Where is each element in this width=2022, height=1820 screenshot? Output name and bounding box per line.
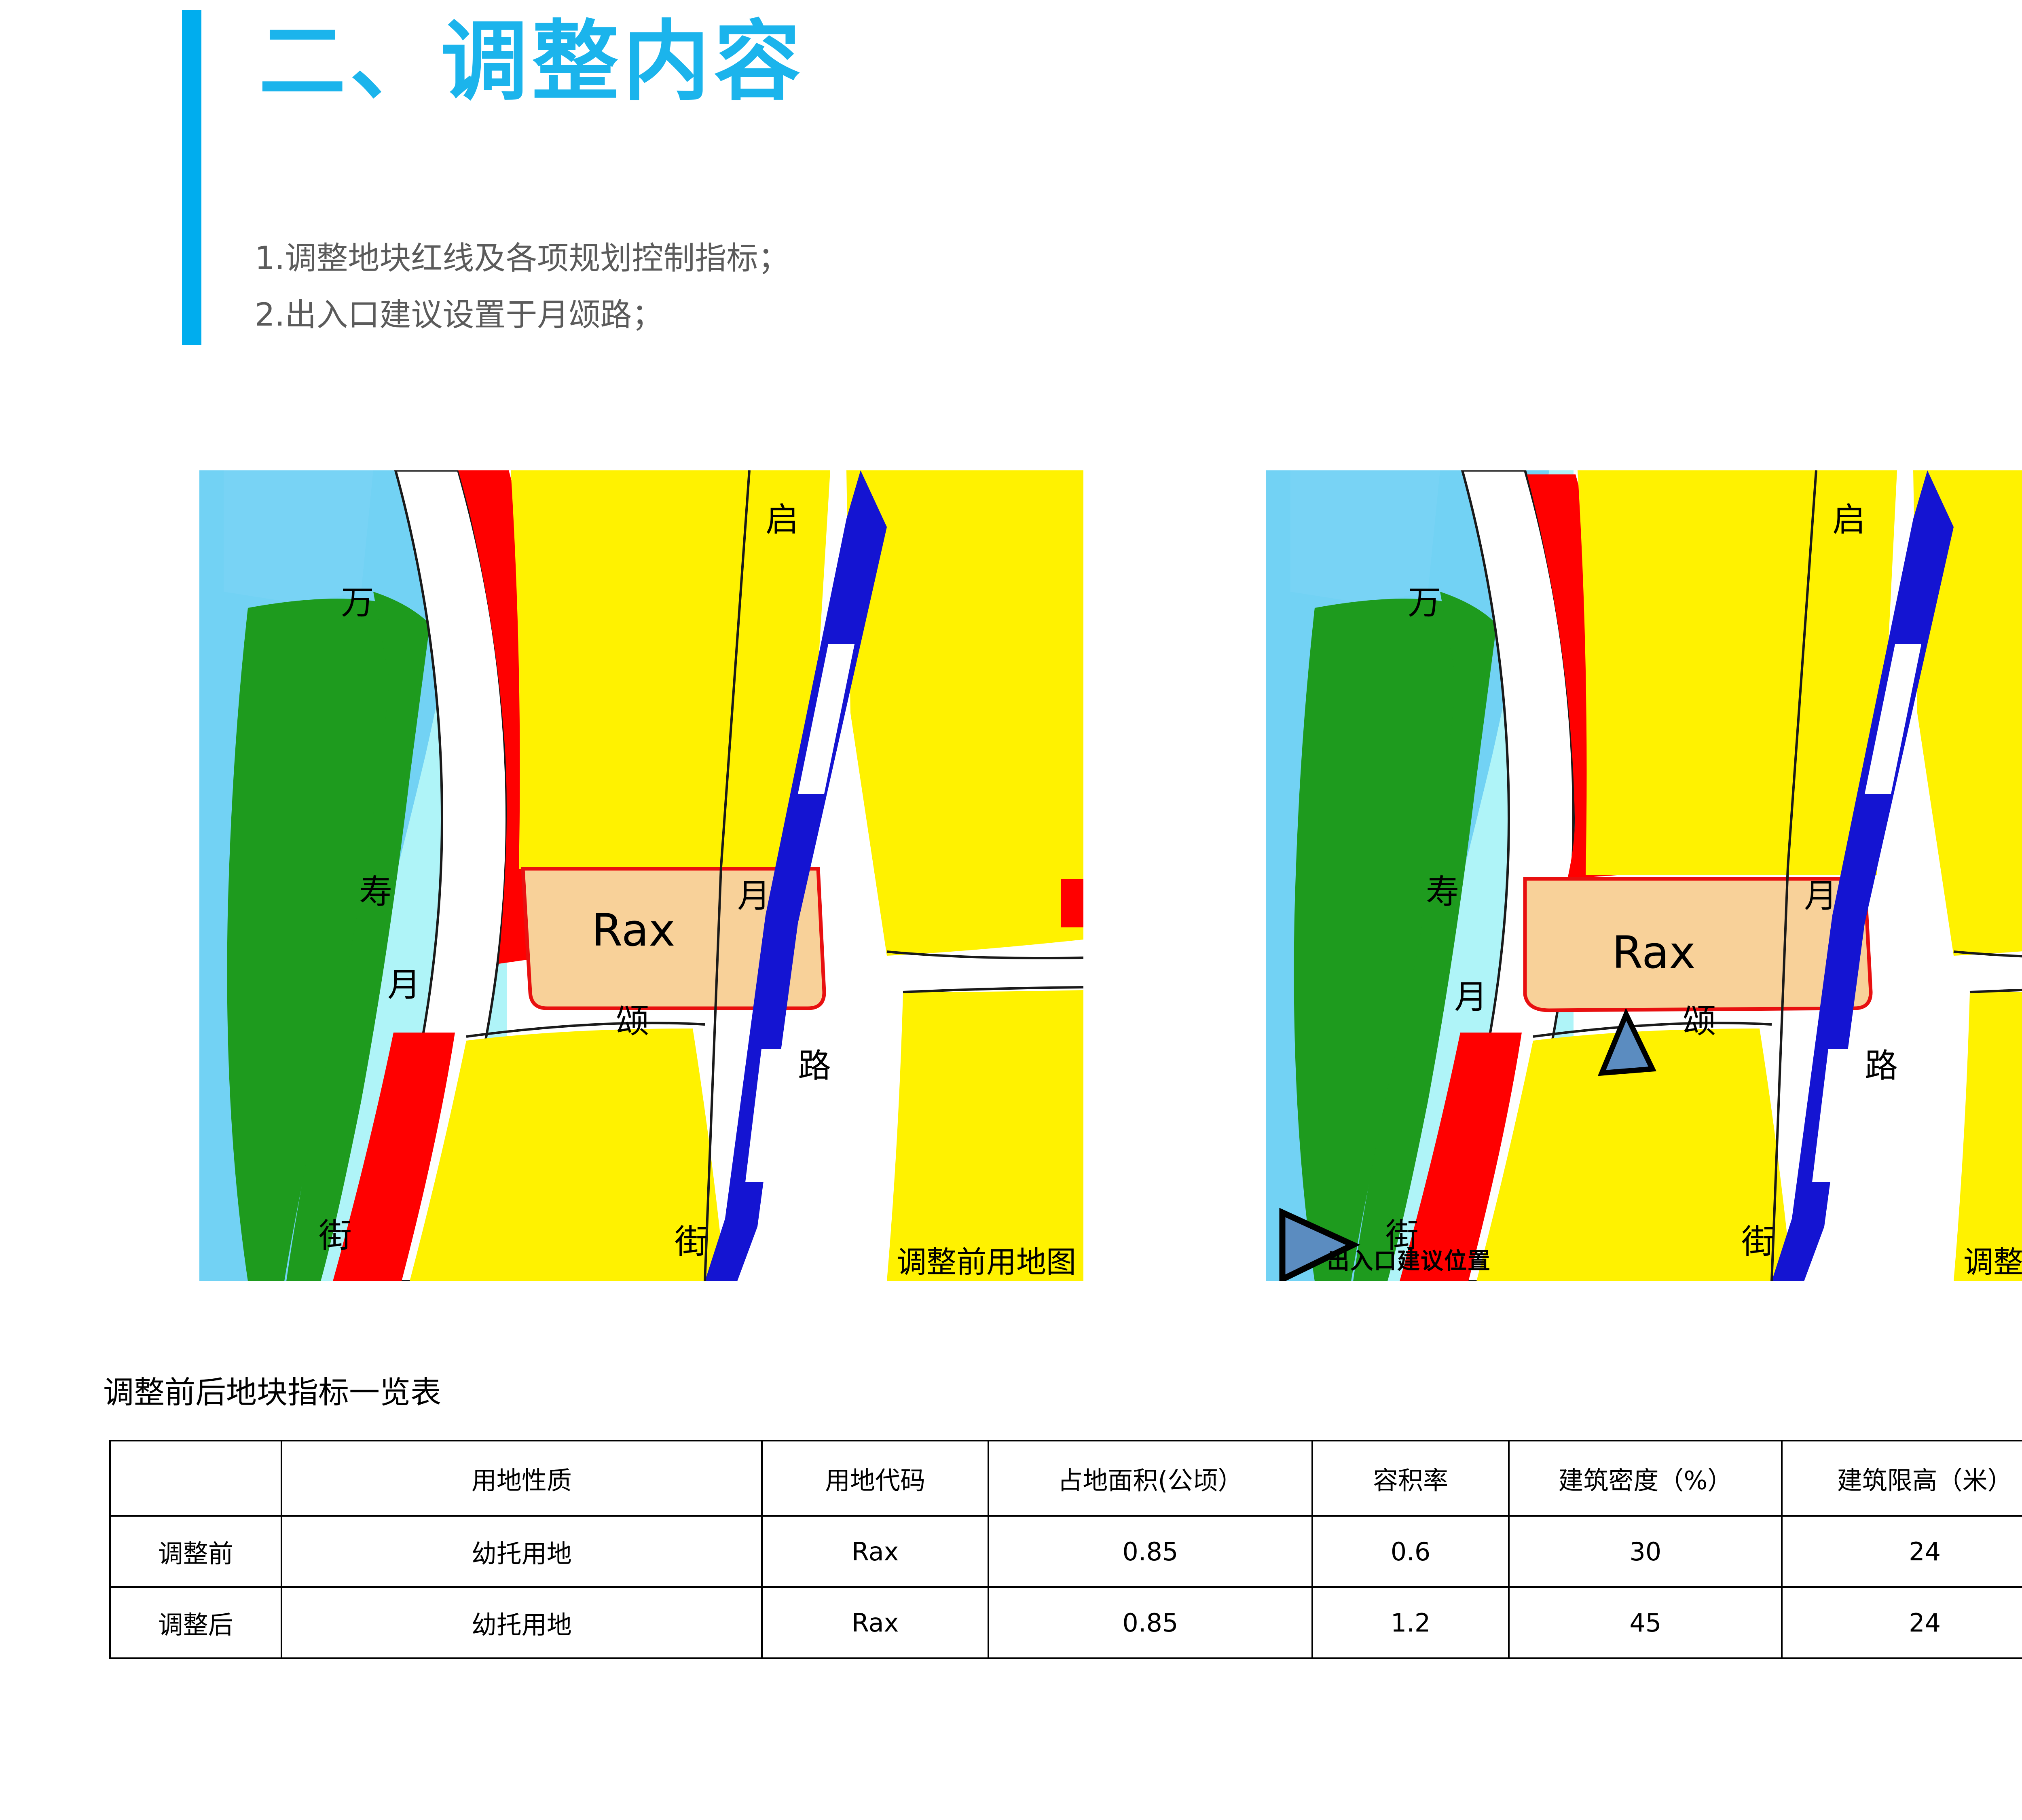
- th-blank: [109, 1440, 282, 1517]
- street-label-qi: 启: [766, 501, 799, 539]
- map-before-caption: 调整前用地图: [897, 1245, 1076, 1280]
- street-label-yue-right: 月: [1804, 877, 1837, 915]
- map-after-caption: 调整后用地图: [1963, 1245, 2022, 1280]
- th-land-nature: 用地性质: [280, 1440, 763, 1517]
- cell-height-after: 24: [1781, 1586, 2022, 1659]
- th-far: 容积率: [1311, 1440, 1510, 1517]
- subtitle-bullet-1: 1.调整地块红线及各项规划控制指标；: [255, 240, 790, 277]
- street-label-yue-right: 月: [737, 877, 770, 915]
- row-label-before: 调整前: [109, 1515, 282, 1588]
- subtitle-bullet-2: 2.出入口建议设置于月颂路；: [255, 297, 664, 333]
- street-label-lu: 路: [798, 1047, 831, 1085]
- table-row: 调整前 幼托用地 Rax 0.85 0.6 30 24 40: [109, 1515, 2022, 1588]
- street-label-lu: 路: [1865, 1047, 1898, 1085]
- cell-code-before: Rax: [761, 1515, 989, 1588]
- street-label-yue-left: 月: [387, 966, 421, 1004]
- land-use-map-before[interactable]: 万 寿 街 启 月 月 颂 路 街 Rax 调整前用地图: [199, 470, 1083, 1281]
- street-label-jie-left: 街: [319, 1217, 352, 1255]
- header-accent-bar: [182, 10, 201, 345]
- street-label-qi: 启: [1832, 501, 1865, 539]
- table-title: 调整前后地块指标一览表: [103, 1374, 441, 1410]
- entrance-legend-label: 出入口建议位置: [1327, 1248, 1491, 1274]
- cell-density-after: 45: [1508, 1586, 1783, 1659]
- indicator-table: 用地性质 用地代码 占地面积(公顷） 容积率 建筑密度（%） 建筑限高（米） 绿…: [109, 1440, 2022, 1659]
- cell-nature-after: 幼托用地: [280, 1586, 763, 1659]
- map-before-graphic: 万 寿 街 启 月 月 颂 路 街 Rax: [199, 470, 1083, 1281]
- page-title: 二、调整内容: [259, 11, 805, 112]
- street-label-song: 颂: [616, 1002, 649, 1041]
- th-site-area: 占地面积(公顷）: [988, 1440, 1313, 1517]
- table-row: 调整后 幼托用地 Rax 0.85 1.2 45 24 20: [109, 1586, 2022, 1659]
- table-header-row: 用地性质 用地代码 占地面积(公顷） 容积率 建筑密度（%） 建筑限高（米） 绿…: [109, 1440, 2022, 1517]
- street-label-jie-bottom: 街: [1741, 1223, 1775, 1261]
- th-building-density: 建筑密度（%）: [1508, 1440, 1783, 1517]
- th-land-code: 用地代码: [761, 1440, 989, 1517]
- street-label-wan: 万: [341, 584, 374, 622]
- cell-height-before: 24: [1781, 1515, 2022, 1588]
- table-body: 调整前 幼托用地 Rax 0.85 0.6 30 24 40 调整后 幼托用地 …: [109, 1515, 2022, 1659]
- parcel-label-rax: Rax: [1612, 927, 1696, 978]
- street-label-jie-left: 街: [1385, 1217, 1419, 1255]
- parcel-label-rax: Rax: [592, 904, 675, 956]
- cell-code-after: Rax: [761, 1586, 989, 1659]
- cell-nature-before: 幼托用地: [280, 1515, 763, 1588]
- street-label-shou: 寿: [1426, 873, 1459, 911]
- th-height-limit: 建筑限高（米）: [1781, 1440, 2022, 1517]
- street-label-jie-bottom: 街: [675, 1223, 708, 1261]
- entrance-marker-icon: [1597, 1008, 1656, 1076]
- cell-far-before: 0.6: [1311, 1515, 1510, 1588]
- street-label-wan: 万: [1408, 584, 1441, 622]
- street-label-song: 颂: [1683, 1002, 1716, 1041]
- street-label-yue-left: 月: [1454, 978, 1487, 1016]
- table-head: 用地性质 用地代码 占地面积(公顷） 容积率 建筑密度（%） 建筑限高（米） 绿…: [109, 1440, 2022, 1517]
- cell-area-after: 0.85: [988, 1586, 1313, 1659]
- cell-area-before: 0.85: [988, 1515, 1313, 1588]
- legend-triangle-icon: [1279, 1208, 1360, 1281]
- land-use-map-after[interactable]: 万 寿 街 启 月 月 颂 路 街 Rax 出入口建议位置 调整后用地图: [1266, 470, 2022, 1281]
- cell-far-after: 1.2: [1311, 1586, 1510, 1659]
- map-after-graphic: 万 寿 街 启 月 月 颂 路 街 Rax: [1266, 470, 2022, 1281]
- row-label-after: 调整后: [109, 1586, 282, 1659]
- street-label-shou: 寿: [359, 873, 392, 911]
- cell-density-before: 30: [1508, 1515, 1783, 1588]
